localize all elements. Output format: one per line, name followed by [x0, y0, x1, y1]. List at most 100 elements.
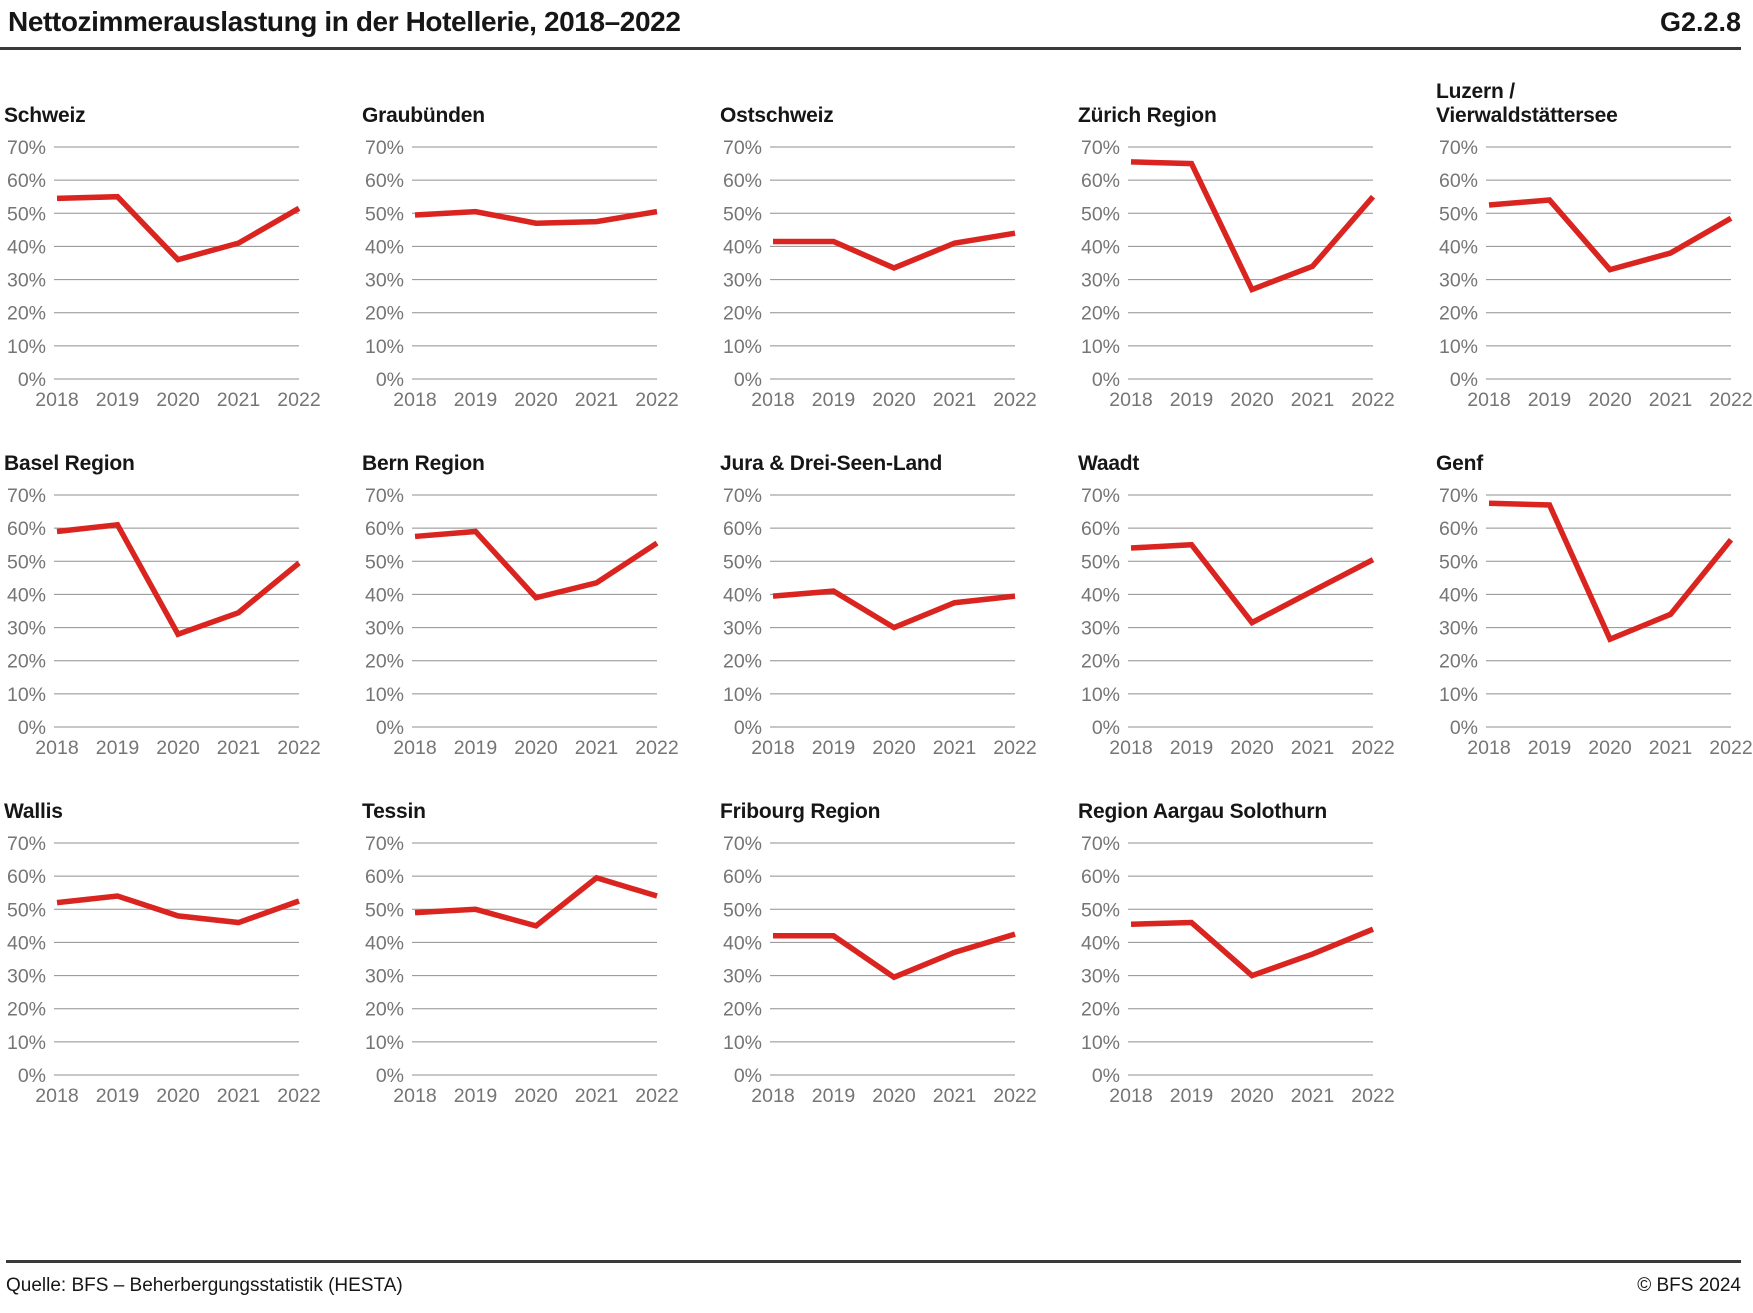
line-chart: 70% 60% 50% 40% 30% 20% 10% 0%2018 2019 2020 2021 2… — [723, 137, 1037, 411]
x-tick-label: 2022 — [993, 737, 1036, 759]
x-tick-label: 2019 — [812, 1085, 855, 1107]
x-tick-label: 2018 — [751, 737, 794, 759]
y-tick-label: 0% — [734, 369, 762, 391]
copyright-note: © BFS 2024 — [1637, 1275, 1741, 1296]
data-line — [56, 893, 300, 926]
x-tick-label: 2022 — [1351, 389, 1394, 411]
y-tick-label: 70% — [7, 833, 46, 855]
y-tick-label: 30% — [365, 270, 404, 292]
x-tick-label: 2021 — [1291, 737, 1334, 759]
y-tick-label: 60% — [1439, 518, 1478, 540]
y-tick-label: 50% — [1439, 551, 1478, 573]
x-tick-label: 2021 — [1649, 737, 1692, 759]
y-tick-label: 50% — [365, 203, 404, 225]
y-tick-label: 40% — [723, 236, 762, 258]
y-tick-label: 30% — [723, 270, 762, 292]
y-tick-label: 0% — [376, 1065, 404, 1087]
x-tick-label: 2022 — [635, 737, 678, 759]
y-tick-label: 30% — [365, 618, 404, 640]
line-chart: 70% 60% 50% 40% 30% 20% 10% 0%2018 2019 2020 2021 2… — [7, 137, 321, 411]
x-tick-label: 2021 — [575, 737, 618, 759]
y-tick-label: 70% — [365, 833, 404, 855]
y-tick-label: 20% — [1081, 651, 1120, 673]
chart-title: Tessin — [362, 800, 426, 823]
line-chart: 70% 60% 50% 40% 30% 20% 10% 0%2018 2019 2020 2021 2… — [365, 485, 679, 759]
y-tick-label: 40% — [1439, 236, 1478, 258]
y-tick-label: 10% — [7, 684, 46, 706]
line-chart: 70% 60% 50% 40% 30% 20% 10% 0%2018 2019 2020 2021 2… — [7, 833, 321, 1107]
data-line — [56, 193, 301, 263]
chart-cell: Fribourg Region 70% 60% 50% 40% 30% 20% 10% 0% 20… — [718, 776, 1037, 1108]
page-header: Nettozimmerauslastung in der Hotellerie,… — [0, 0, 1753, 38]
chart-cell: Basel Region 70% 60% 50% 40% 30% 20% 10% 0% 2018 2… — [2, 428, 321, 760]
y-tick-label: 50% — [723, 551, 762, 573]
x-tick-label: 2020 — [872, 389, 916, 411]
line-chart: 70% 60% 50% 40% 30% 20% 10% 0%2018 2019 2020 2021 2… — [1439, 485, 1753, 759]
x-tick-label: 2022 — [277, 389, 320, 411]
line-chart: 70% 60% 50% 40% 30% 20% 10% 0%2018 2019 2020 2021 2… — [1081, 137, 1395, 411]
y-tick-label: 10% — [365, 684, 404, 706]
x-tick-label: 2018 — [1109, 389, 1152, 411]
line-chart: 70% 60% 50% 40% 30% 20% 10% 0%2018 2019 2020 2021 2… — [1081, 833, 1395, 1107]
y-tick-label: 40% — [7, 236, 46, 258]
x-tick-label: 2018 — [1467, 737, 1510, 759]
line-chart: 70% 60% 50% 40% 30% 20% 10% 0%2018 2019 2020 2021 2… — [365, 833, 679, 1107]
x-tick-label: 2019 — [1170, 389, 1213, 411]
y-tick-label: 20% — [7, 303, 46, 325]
y-tick-label: 30% — [723, 618, 762, 640]
y-tick-label: 50% — [7, 899, 46, 921]
chart-cell: Region Aargau Solothurn 70% 60% 50% 40% 30% 20… — [1076, 776, 1395, 1108]
y-tick-label: 40% — [365, 932, 404, 954]
y-tick-label: 70% — [1081, 833, 1120, 855]
x-tick-label: 2019 — [1170, 1085, 1213, 1107]
x-tick-label: 2021 — [933, 737, 976, 759]
y-tick-label: 30% — [7, 618, 46, 640]
x-tick-label: 2021 — [217, 737, 260, 759]
y-tick-label: 50% — [1081, 551, 1120, 573]
y-tick-label: 40% — [365, 236, 404, 258]
y-tick-label: 0% — [1092, 717, 1120, 739]
y-tick-label: 50% — [365, 899, 404, 921]
y-tick-label: 70% — [1439, 137, 1478, 159]
y-tick-label: 70% — [723, 833, 762, 855]
x-tick-label: 2019 — [1170, 737, 1213, 759]
chart-title: Schweiz — [4, 104, 86, 127]
y-tick-label: 30% — [365, 966, 404, 988]
x-tick-label: 2019 — [812, 389, 855, 411]
x-tick-label: 2020 — [156, 737, 200, 759]
x-tick-label: 2020 — [1230, 1085, 1274, 1107]
y-tick-label: 20% — [723, 651, 762, 673]
x-tick-label: 2020 — [1230, 389, 1274, 411]
x-tick-label: 2022 — [1709, 737, 1752, 759]
data-line — [1130, 541, 1375, 627]
y-tick-label: 40% — [1439, 584, 1478, 606]
y-tick-label: 20% — [7, 999, 46, 1021]
y-tick-label: 60% — [1439, 170, 1478, 192]
x-tick-label: 2019 — [96, 1085, 139, 1107]
x-tick-label: 2018 — [35, 1085, 78, 1107]
data-line — [773, 230, 1016, 271]
data-line — [414, 208, 658, 226]
x-tick-label: 2018 — [393, 389, 436, 411]
y-tick-label: 30% — [1439, 270, 1478, 292]
y-tick-label: 60% — [365, 518, 404, 540]
y-tick-label: 60% — [723, 866, 762, 888]
y-tick-label: 70% — [1081, 137, 1120, 159]
y-tick-label: 30% — [7, 270, 46, 292]
y-tick-label: 70% — [1439, 485, 1478, 507]
y-tick-label: 60% — [723, 518, 762, 540]
data-line — [1488, 500, 1734, 643]
x-tick-label: 2018 — [393, 737, 436, 759]
y-tick-label: 20% — [365, 651, 404, 673]
header-divider — [0, 47, 1741, 50]
y-tick-label: 20% — [723, 999, 762, 1021]
y-tick-label: 10% — [365, 336, 404, 358]
chart-title: Zürich Region — [1078, 104, 1217, 127]
y-tick-label: 60% — [7, 170, 46, 192]
x-tick-label: 2021 — [1291, 389, 1334, 411]
y-tick-label: 10% — [7, 1032, 46, 1054]
x-tick-label: 2018 — [1109, 737, 1152, 759]
chart-cell: Jura & Drei-Seen-Land 70% 60% 50% 40% 30% 20% 1… — [718, 428, 1037, 760]
x-tick-label: 2020 — [514, 737, 558, 759]
page-title: Nettozimmerauslastung in der Hotellerie,… — [8, 6, 681, 37]
